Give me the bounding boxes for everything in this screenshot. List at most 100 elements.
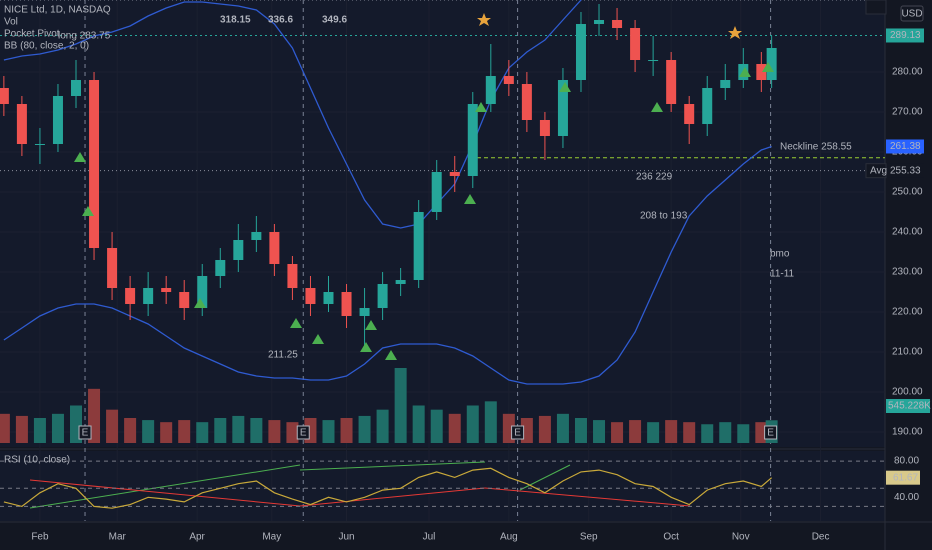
volume-bar bbox=[647, 422, 660, 443]
x-tick-label: Sep bbox=[580, 532, 598, 543]
volume-bar bbox=[394, 368, 407, 443]
candle-body bbox=[521, 84, 532, 120]
y-tick-label: 200.00 bbox=[892, 387, 923, 398]
price-tag-label: 255.33 bbox=[890, 165, 921, 176]
y-tick-label: 250.00 bbox=[892, 187, 923, 198]
candle-body bbox=[125, 288, 136, 304]
rsi-tick-label: 80.00 bbox=[894, 456, 919, 467]
volume-bar bbox=[15, 415, 28, 443]
annotation: long 283.75 bbox=[58, 31, 111, 42]
volume-bar bbox=[358, 415, 371, 443]
rsi-plot bbox=[0, 460, 885, 509]
annotation: bmo bbox=[770, 249, 790, 260]
candle-body bbox=[395, 280, 406, 284]
y-tick-label: 230.00 bbox=[892, 267, 923, 278]
x-tick-label: Nov bbox=[732, 532, 750, 543]
volume-bar bbox=[719, 422, 732, 443]
earnings-label: E bbox=[82, 428, 89, 439]
volume-bar bbox=[412, 405, 425, 443]
earnings-label: E bbox=[514, 428, 521, 439]
rsi-tag-label: 61.67 bbox=[893, 472, 918, 483]
volume-bar bbox=[538, 415, 551, 443]
volume-bar bbox=[178, 420, 191, 443]
annotation: 336.6 bbox=[268, 15, 293, 26]
legend-text: NICE Ltd, 1D, NASDAQ bbox=[4, 5, 111, 16]
y-tick-label: 270.00 bbox=[892, 107, 923, 118]
annotation: 11-11 bbox=[770, 269, 795, 280]
candle-body bbox=[52, 96, 63, 144]
rsi-tag bbox=[886, 470, 920, 485]
volume-bar bbox=[629, 420, 642, 443]
earnings-marker bbox=[511, 425, 525, 440]
candle-body bbox=[720, 80, 731, 88]
volume-bar bbox=[556, 413, 569, 443]
candle-body bbox=[539, 120, 550, 136]
candle-body bbox=[359, 308, 370, 316]
neckline-label: Neckline 258.55 bbox=[780, 141, 852, 152]
price-tag bbox=[886, 139, 924, 154]
earnings-marker bbox=[764, 425, 778, 440]
tag-name-box bbox=[865, 163, 887, 179]
volume-bar bbox=[502, 413, 515, 443]
volume-bar bbox=[106, 409, 119, 443]
rsi-name: RSI (10, close) bbox=[4, 455, 70, 466]
volume-bar bbox=[737, 424, 750, 443]
volume-bar bbox=[322, 420, 335, 443]
candle-body bbox=[766, 48, 777, 80]
rsi-line bbox=[3, 467, 772, 509]
price-tag bbox=[886, 163, 924, 178]
candle-body bbox=[251, 232, 262, 240]
candle-body bbox=[684, 104, 695, 124]
price-tag bbox=[886, 0, 924, 14]
bollinger-band bbox=[3, 0, 582, 229]
x-tick-label: Dec bbox=[812, 532, 830, 543]
volume-bar bbox=[611, 422, 624, 443]
candle-body bbox=[702, 88, 713, 124]
volume-bar bbox=[160, 422, 173, 443]
volume-bar bbox=[124, 418, 137, 443]
candle-body bbox=[305, 288, 316, 304]
candle-body bbox=[161, 288, 172, 292]
volume-bar bbox=[33, 418, 46, 443]
annotation: 208 to 193 bbox=[640, 211, 688, 222]
y-tick-label: 220.00 bbox=[892, 307, 923, 318]
legend-text: BB (80, close, 2, 0) bbox=[4, 41, 89, 52]
annotation: 211.25 bbox=[268, 350, 298, 361]
x-tick-label: May bbox=[262, 532, 281, 543]
candle-body bbox=[197, 276, 208, 308]
earnings-label: E bbox=[300, 428, 307, 439]
volume-bar bbox=[484, 401, 497, 443]
price-tag-label: 261.38 bbox=[890, 141, 921, 152]
volume-bar bbox=[430, 409, 443, 443]
volume-bar bbox=[593, 420, 606, 443]
x-tick-label: Jul bbox=[423, 532, 436, 543]
volume-tag-label: 545.228K bbox=[888, 401, 931, 412]
volume-bar bbox=[142, 420, 155, 443]
currency: USD bbox=[901, 9, 922, 20]
candle-body bbox=[467, 104, 478, 176]
candle-body bbox=[233, 240, 244, 260]
rsi-pane bbox=[0, 451, 885, 521]
y-tick-label: 280.00 bbox=[892, 67, 923, 78]
candle-body bbox=[269, 232, 280, 264]
x-tick-label: Mar bbox=[109, 532, 127, 543]
bollinger-band bbox=[3, 145, 772, 385]
candle-body bbox=[630, 28, 641, 60]
candle-body bbox=[648, 60, 659, 61]
x-tick-label: Apr bbox=[189, 532, 205, 543]
trend-line bbox=[519, 464, 571, 491]
candle-body bbox=[756, 64, 767, 80]
candle-body bbox=[215, 260, 226, 276]
trend-line bbox=[484, 487, 691, 507]
earnings-marker bbox=[78, 425, 92, 440]
candle-body bbox=[594, 20, 605, 24]
earnings-marker bbox=[296, 425, 310, 440]
currency-box bbox=[900, 5, 924, 22]
x-tick-label: Oct bbox=[663, 532, 679, 543]
earnings-label: E bbox=[767, 428, 774, 439]
volume-bar bbox=[51, 413, 64, 443]
candle-body bbox=[575, 24, 586, 80]
x-tick-label: Aug bbox=[500, 532, 518, 543]
candle-body bbox=[0, 88, 9, 104]
